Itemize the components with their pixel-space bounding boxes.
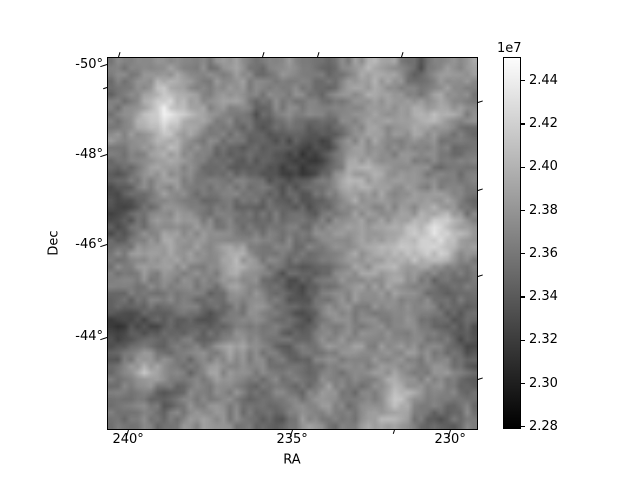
colorbar-tick-label: 2.42 xyxy=(529,116,558,132)
colorbar-tick xyxy=(521,426,525,428)
colorbar-tick xyxy=(521,123,525,125)
right-edge-tick xyxy=(477,377,483,381)
colorbar-tick xyxy=(521,296,525,298)
colorbar-tick xyxy=(521,253,525,255)
colorbar-tick xyxy=(521,339,525,341)
right-edge-tick xyxy=(477,188,483,191)
colorbar-tick xyxy=(521,382,525,385)
colorbar-scale-label: 1e7 xyxy=(497,41,522,56)
plot-area xyxy=(107,57,478,430)
x-tick-label: 240° xyxy=(112,432,144,447)
x-tick-label: 235° xyxy=(276,432,308,447)
colorbar-tick-label: 2.32 xyxy=(529,332,558,348)
colorbar-tick-label: 2.38 xyxy=(529,202,558,218)
colorbar-tick-label: 2.40 xyxy=(529,159,558,175)
x-tick-label: 230° xyxy=(434,432,466,447)
colorbar-tick-label: 2.30 xyxy=(529,375,558,391)
colorbar-tick-label: 2.36 xyxy=(529,245,558,261)
colorbar-tick-label: 2.44 xyxy=(529,72,558,88)
colorbar-tick-label: 2.34 xyxy=(529,289,558,305)
y-tick-label: -48° xyxy=(75,147,103,163)
y-tick-label: -46° xyxy=(75,236,103,252)
x-axis-label: RA xyxy=(283,452,301,468)
colorbar xyxy=(503,57,521,429)
colorbar-tick-label: 2.28 xyxy=(529,418,558,434)
colorbar-tick xyxy=(521,80,525,82)
right-edge-tick xyxy=(477,100,483,104)
heatmap-image xyxy=(108,58,477,429)
colorbar-tick xyxy=(521,166,525,168)
colorbar-tick xyxy=(521,209,525,212)
x-minor-tick xyxy=(393,429,396,434)
y-tick-label: -44° xyxy=(75,329,103,345)
right-edge-tick xyxy=(477,274,483,278)
y-axis-label: Dec xyxy=(46,230,62,256)
y-tick-label: -50° xyxy=(75,56,103,72)
